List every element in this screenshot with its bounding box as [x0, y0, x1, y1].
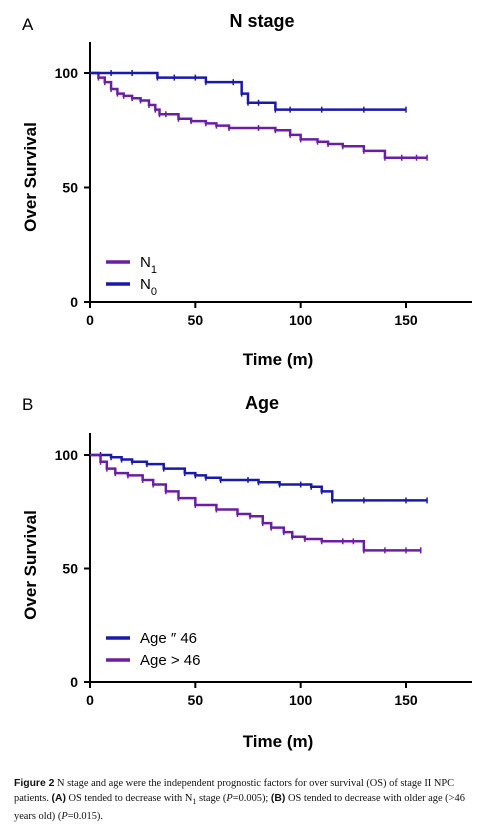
- x-tick-label: 50: [188, 692, 204, 708]
- legend-item-n1: N1: [106, 254, 157, 276]
- chart-b-series-1-curve: [90, 453, 421, 552]
- chart-a-legend: N1 N0: [106, 254, 157, 298]
- caption-text-6: =0.015).: [67, 811, 103, 823]
- panel-letter-b: B: [22, 395, 33, 414]
- x-tick-label: 50: [188, 312, 204, 328]
- caption-text-4: =0.005);: [232, 793, 271, 804]
- y-tick-label: 50: [62, 180, 78, 196]
- caption-text-2-sub: 1: [192, 797, 197, 807]
- y-tick-label: 0: [70, 674, 78, 690]
- chart-a-plot-area: 0 50 100 0 50 100 150: [55, 42, 472, 328]
- caption-a-label: (A): [51, 793, 66, 804]
- legend-item-age-gt-46: Age > 46: [106, 652, 200, 669]
- chart-a-xlabel: Time (m): [243, 350, 314, 369]
- chart-a: A N stage Over Survival Time (m) 0501000…: [21, 11, 472, 369]
- caption-b-label: (B): [270, 793, 286, 804]
- caption-text-3: stage (: [196, 793, 227, 804]
- caption-text-2: OS tended to decrease with N: [65, 793, 193, 804]
- legend-item-age-le-46: Age ″ 46: [106, 630, 197, 647]
- x-tick-label: 150: [394, 312, 418, 328]
- chart-a-title: N stage: [229, 11, 294, 31]
- x-tick-label: 0: [86, 692, 94, 708]
- chart-a-series-0-curve: [90, 71, 428, 159]
- chart-b-plot-area: 0 50 100 0 50 100 150: [55, 433, 472, 708]
- chart-a-series-1-curve: [90, 71, 406, 111]
- panel-letter-a: A: [22, 15, 34, 34]
- legend-label-n1: N1: [140, 254, 157, 276]
- chart-b: B Age Over Survival Time (m) 0 50 100 0 50 10…: [21, 393, 472, 751]
- legend-label-age-le-46: Age ″ 46: [140, 630, 197, 647]
- chart-b-series-0-curve: [90, 453, 428, 502]
- x-tick-label: 100: [289, 312, 313, 328]
- x-tick-label: 0: [86, 312, 94, 328]
- legend-label-age-gt-46: Age > 46: [140, 652, 200, 669]
- legend-item-n0: N0: [106, 276, 157, 298]
- caption-p-1: P: [226, 793, 233, 804]
- chart-b-title: Age: [245, 393, 279, 413]
- x-tick-label: 150: [394, 692, 418, 708]
- caption-text-1: N stage and age were the independent pro…: [14, 778, 455, 804]
- y-tick-label: 100: [55, 65, 79, 81]
- chart-a-ylabel: Over Survival: [21, 122, 40, 232]
- chart-b-ylabel: Over Survival: [21, 510, 40, 620]
- chart-b-legend: Age ″ 46 Age > 46: [106, 630, 200, 669]
- caption-p-2: P: [61, 811, 68, 823]
- chart-b-xlabel: Time (m): [243, 732, 314, 751]
- y-tick-label: 0: [70, 294, 78, 310]
- legend-label-n0: N0: [140, 276, 157, 298]
- x-tick-label: 100: [289, 692, 313, 708]
- caption-figure-label: Figure 2: [14, 778, 55, 789]
- y-tick-label: 100: [55, 447, 79, 463]
- y-tick-label: 50: [62, 561, 78, 577]
- figure-caption: Figure 2 N stage and age were the indepe…: [14, 776, 472, 824]
- caption-text-5: OS tended to decrease with older age (>4…: [14, 793, 465, 823]
